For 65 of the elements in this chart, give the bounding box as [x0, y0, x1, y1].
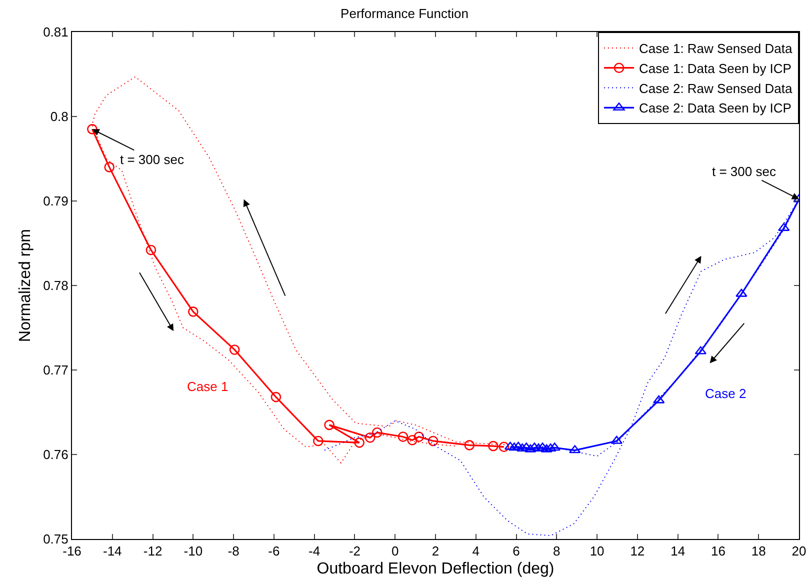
- point: [610, 436, 622, 444]
- x-tick-label: 8: [553, 544, 560, 559]
- point: [464, 440, 475, 450]
- x-tick-label: 16: [710, 544, 726, 559]
- x-tick-label: -6: [268, 544, 280, 559]
- y-tick-label: 0.81: [43, 24, 68, 40]
- point: [540, 444, 552, 452]
- point: [87, 124, 98, 134]
- point: [398, 432, 408, 442]
- point: [414, 432, 424, 442]
- x-tick-label: -4: [308, 544, 320, 559]
- point: [313, 436, 324, 446]
- legend-label: Case 1: Data Seen by ICP: [639, 60, 792, 76]
- y-axis-title: Normalized rpm: [17, 229, 34, 342]
- x-tick-label: 2: [432, 544, 440, 559]
- point: [428, 436, 438, 446]
- y-tick-label: 0.8: [50, 109, 68, 124]
- annotation: Case 2: [705, 386, 746, 401]
- x-tick-label: 12: [630, 544, 645, 559]
- point: [188, 306, 198, 317]
- x-tick-label: 0: [391, 544, 399, 559]
- x-tick-label: -12: [143, 544, 162, 559]
- point: [146, 244, 156, 256]
- point: [270, 392, 282, 402]
- point: [488, 440, 498, 452]
- x-tick-label: 14: [670, 544, 686, 559]
- y-tick-label: 0.76: [43, 447, 68, 462]
- point: [324, 420, 334, 430]
- chart-title: Performance Function: [340, 6, 468, 21]
- y-tick-label: 0.78: [43, 278, 68, 294]
- point: [407, 434, 418, 446]
- x-tick-label: 18: [751, 544, 766, 559]
- annotation: t = 300 sec: [712, 164, 776, 179]
- annotation: Case 1: [187, 379, 228, 394]
- x-tick-label: -10: [184, 544, 203, 559]
- point: [498, 442, 510, 452]
- x-tick-label: 20: [792, 544, 806, 559]
- legend-label: Case 2: Raw Sensed Data: [639, 80, 793, 96]
- x-axis-title: Outboard Elevon Deflection (deg): [316, 560, 554, 578]
- annotation: t = 300 sec: [120, 152, 184, 167]
- point: [544, 443, 556, 452]
- x-tick-label: 10: [590, 544, 604, 559]
- x-tick-label: -14: [102, 544, 122, 559]
- point: [372, 427, 382, 438]
- point: [694, 346, 706, 354]
- point: [736, 288, 748, 297]
- x-tick-label: 4: [472, 544, 480, 559]
- x-tick-label: 6: [512, 544, 520, 559]
- point: [536, 442, 548, 451]
- point: [229, 344, 240, 355]
- point: [778, 222, 790, 231]
- x-tick-label: -2: [348, 544, 360, 559]
- point: [364, 432, 376, 443]
- y-tick-label: 0.77: [43, 362, 68, 378]
- point: [548, 442, 560, 451]
- point: [520, 442, 532, 451]
- y-tick-label: 0.79: [43, 194, 68, 209]
- point: [528, 442, 540, 451]
- legend-label: Case 1: Raw Sensed Data: [639, 41, 793, 56]
- point: [524, 444, 536, 452]
- point: [104, 162, 115, 172]
- point: [653, 395, 665, 404]
- point: [354, 438, 365, 448]
- x-tick-label: -8: [228, 544, 240, 559]
- legend-label: Case 2: Data Seen by ICP: [639, 100, 792, 116]
